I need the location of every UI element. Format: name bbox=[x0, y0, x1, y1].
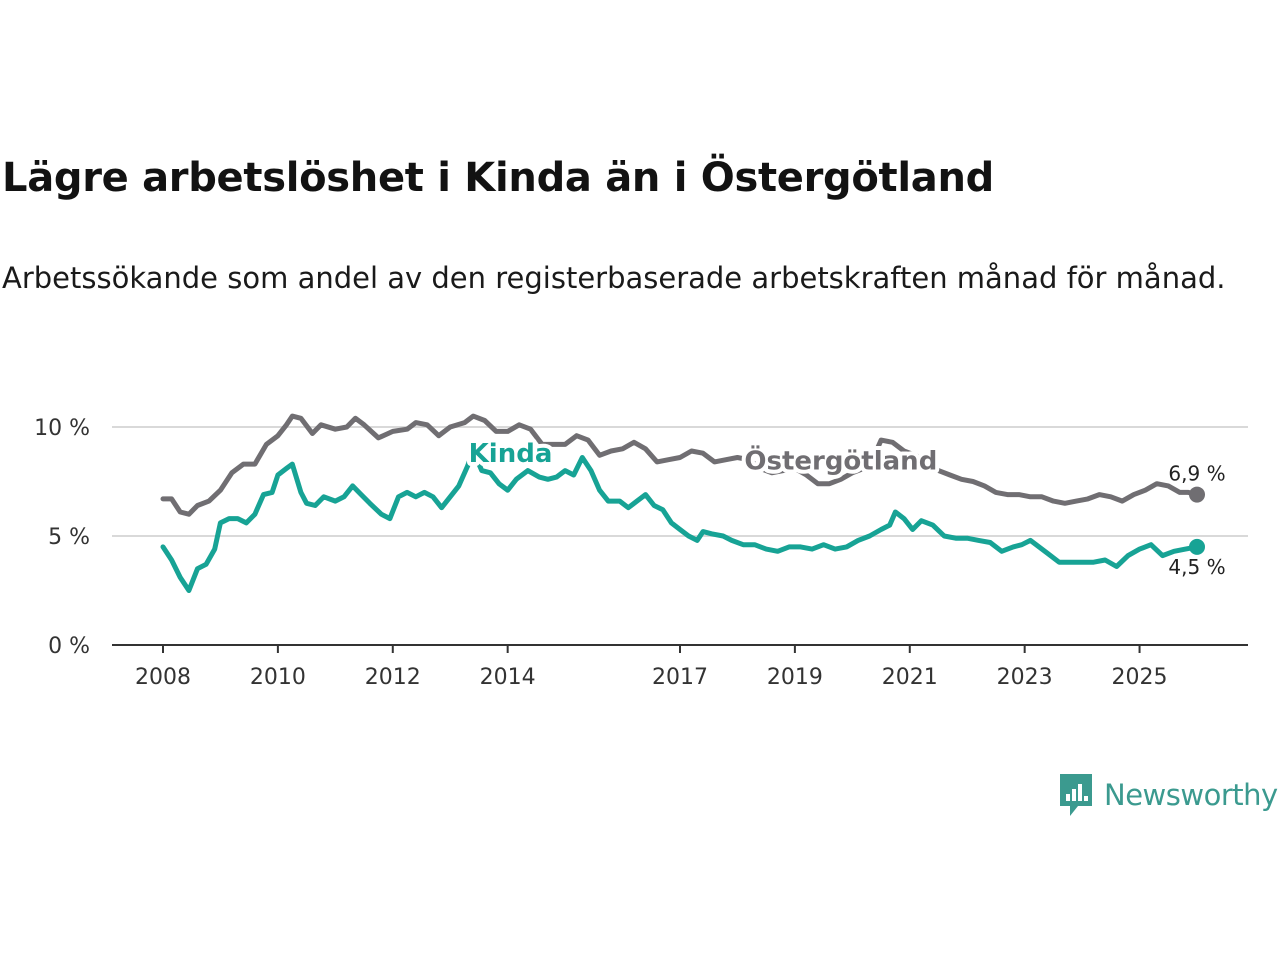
x-tick-label: 2010 bbox=[250, 665, 306, 690]
y-tick-label: 10 % bbox=[34, 416, 90, 441]
series-label-kinda-halo: Kinda bbox=[469, 439, 553, 469]
brand-name: Newsworthy bbox=[1104, 778, 1278, 812]
x-tick-label: 2017 bbox=[652, 665, 708, 690]
x-tick-label: 2019 bbox=[767, 665, 823, 690]
brand-logo: Newsworthy bbox=[1058, 772, 1278, 818]
series-end-label: 4,5 % bbox=[1168, 555, 1225, 579]
series-label-ostergotland-halo: Östergötland bbox=[744, 444, 937, 477]
x-tick-label: 2012 bbox=[365, 665, 421, 690]
series-label-kinda: Kinda bbox=[469, 439, 553, 469]
line-chart: 0 % 5 % 10 % 2008 2010 2012 2014 2017 2019 2021 20… bbox=[34, 413, 1248, 690]
y-tick-label: 5 % bbox=[48, 525, 90, 550]
chart-subtitle: Arbetssökande som andel av den registerb… bbox=[2, 261, 1226, 295]
series-end-label: 6,9 % bbox=[1168, 462, 1225, 486]
x-tick-label: 2023 bbox=[997, 665, 1053, 690]
series-line-kinda bbox=[160, 448, 1200, 593]
series-line-ostergotland bbox=[160, 413, 1200, 517]
x-tick-label: 2008 bbox=[135, 665, 191, 690]
series-end-dot bbox=[1189, 538, 1205, 555]
chart-title: Lägre arbetslöshet i Kinda än i Östergöt… bbox=[2, 155, 994, 201]
x-tick-label: 2014 bbox=[480, 665, 536, 690]
series-label-ostergotland: Östergötland bbox=[744, 444, 937, 477]
series-end-dot bbox=[1189, 486, 1205, 503]
x-tick-label: 2021 bbox=[882, 665, 938, 690]
newsworthy-logo-icon bbox=[1060, 774, 1092, 816]
y-tick-label: 0 % bbox=[48, 634, 90, 659]
x-tick-label: 2025 bbox=[1112, 665, 1168, 690]
